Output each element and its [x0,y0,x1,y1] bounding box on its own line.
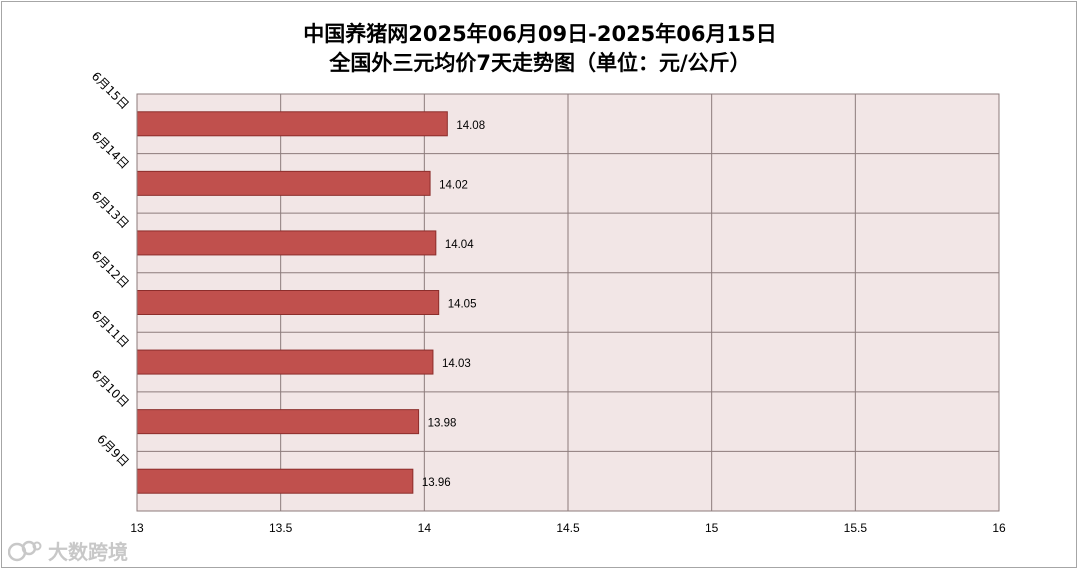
x-tick-label: 15 [705,521,719,535]
bar [136,170,431,196]
data-label: 14.08 [456,120,485,132]
bar [136,349,434,375]
data-label: 14.03 [442,358,471,370]
watermark-logo-icon [8,540,42,561]
data-label: 14.05 [448,299,477,311]
category-label: 6月11日 [89,307,132,350]
category-label: 6月10日 [89,367,132,410]
data-label: 14.02 [439,179,468,191]
data-label: 14.04 [445,239,474,251]
x-tick-label: 14 [418,521,432,535]
category-label: 6月15日 [89,69,132,112]
bar [136,230,437,256]
x-tick-label: 13.5 [269,521,293,535]
category-label: 6月12日 [89,248,132,291]
category-label: 6月9日 [94,432,132,470]
watermark: 大数跨境 [8,536,128,565]
x-tick-label: 13 [130,521,144,535]
category-label: 6月13日 [89,188,132,231]
x-tick-label: 15.5 [844,521,868,535]
bar [136,111,448,137]
x-tick-label: 14.5 [556,521,580,535]
data-label: 13.98 [428,418,457,430]
watermark-text: 大数跨境 [48,540,128,564]
data-label: 13.96 [422,477,451,489]
chart-title-line1: 中国养猪网2025年06月09日-2025年06月15日 [303,22,777,46]
category-label: 6月14日 [89,129,132,172]
bar [136,409,420,435]
bar [136,468,414,494]
plot-border [136,93,1000,512]
bar [136,290,440,315]
x-tick-label: 16 [992,521,1006,535]
chart-title-line2: 全国外三元均价7天走势图（单位：元/公斤） [329,51,751,75]
